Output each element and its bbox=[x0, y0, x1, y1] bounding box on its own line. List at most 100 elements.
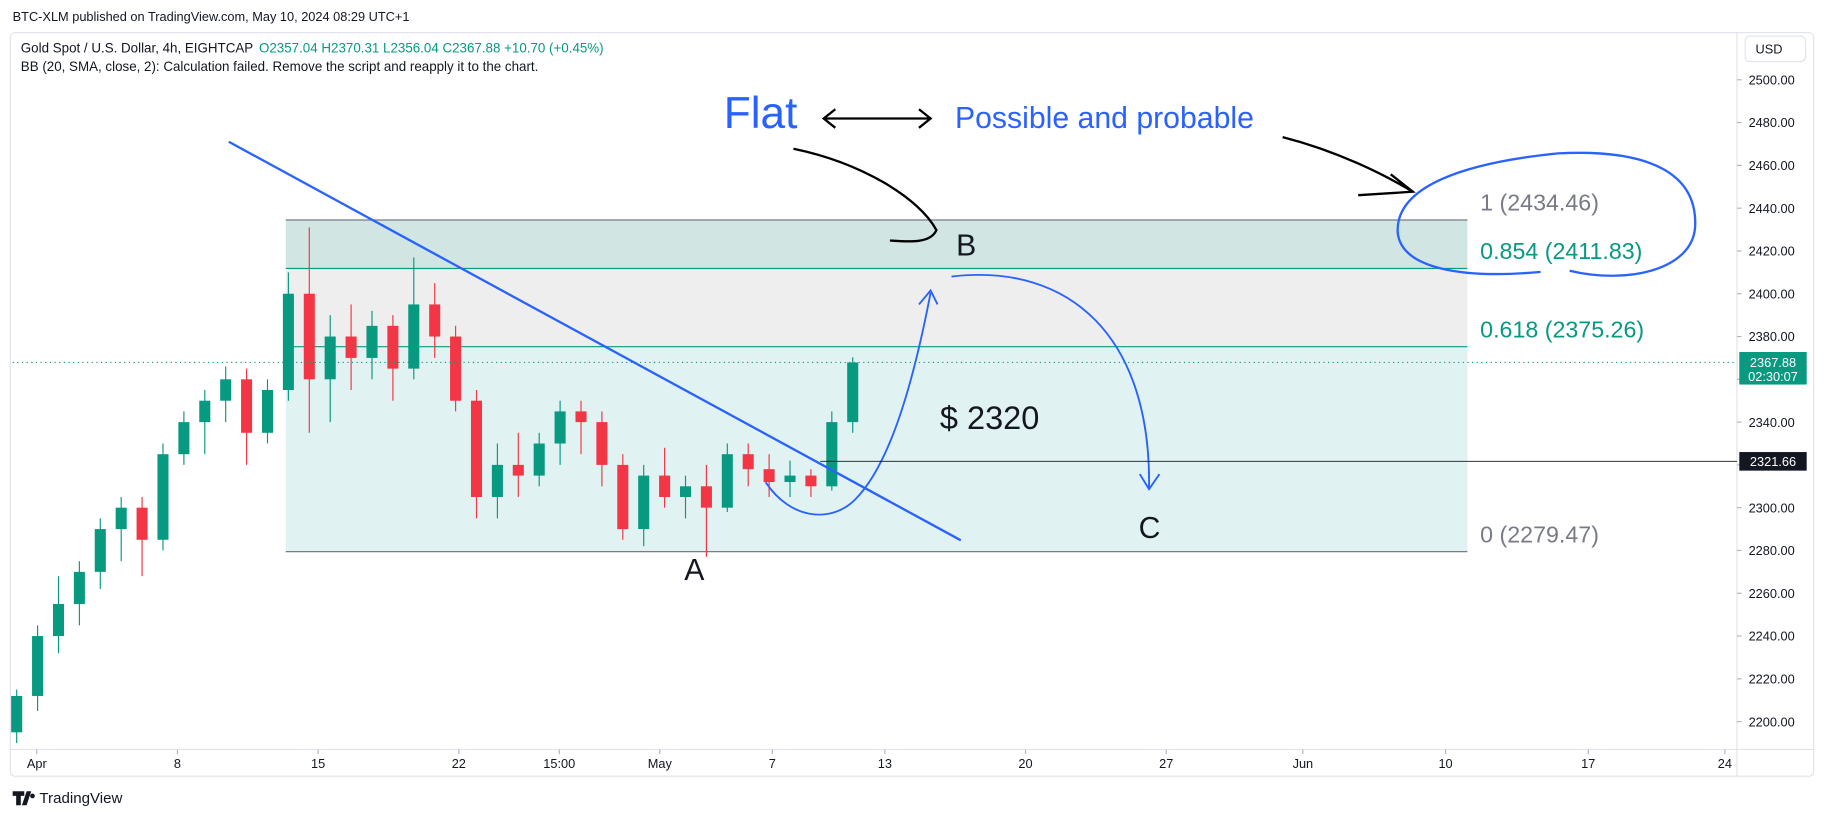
current-price-label: 2367.88 bbox=[1750, 355, 1796, 370]
marked-price-label: 2321.66 bbox=[1750, 454, 1796, 469]
annotation-b: B bbox=[956, 230, 976, 263]
candle-body bbox=[178, 422, 190, 455]
candle-body bbox=[136, 507, 148, 540]
annotation-c: C bbox=[1139, 512, 1161, 545]
candle-body bbox=[512, 464, 524, 476]
fib-zone bbox=[285, 268, 1468, 347]
candle-body bbox=[700, 486, 712, 508]
fib-zone bbox=[285, 220, 1468, 269]
x-tick-label: 22 bbox=[452, 756, 466, 771]
candle-body bbox=[575, 411, 587, 423]
x-tick-label: Jun bbox=[1293, 756, 1314, 771]
y-tick-label: 2420.00 bbox=[1749, 244, 1795, 259]
candle-body bbox=[32, 636, 44, 696]
candle-body bbox=[429, 304, 441, 337]
plot bbox=[11, 227, 859, 744]
y-tick-label: 2500.00 bbox=[1749, 72, 1795, 87]
brand: TradingView bbox=[39, 790, 122, 807]
candle-body bbox=[115, 507, 127, 530]
current-price-box bbox=[1739, 351, 1807, 385]
x-tick-label: 15 bbox=[311, 756, 325, 771]
y-tick-label: 2280.00 bbox=[1749, 543, 1795, 558]
indicator-note: BB (20, SMA, close, 2): Calculation fail… bbox=[21, 59, 539, 74]
candle-body bbox=[763, 469, 775, 483]
x-tick-label: 17 bbox=[1581, 756, 1595, 771]
double-arrow bbox=[821, 108, 933, 129]
symbol: Gold Spot / U.S. Dollar, 4h, EIGHTCAP bbox=[21, 40, 253, 55]
candle-body bbox=[408, 304, 420, 369]
fib-label: 0.618 (2375.26) bbox=[1480, 316, 1644, 342]
x-tick-label: 10 bbox=[1438, 756, 1452, 771]
candle-body bbox=[303, 293, 315, 380]
annotation-target: $ 2320 bbox=[940, 400, 1039, 436]
candle-body bbox=[324, 336, 336, 380]
y-tick-label: 2380.00 bbox=[1749, 329, 1795, 344]
candle-body bbox=[554, 411, 566, 444]
currency-box[interactable] bbox=[1744, 35, 1807, 63]
candle-body bbox=[345, 336, 357, 358]
candle-body bbox=[241, 379, 253, 433]
x-tick-label: 7 bbox=[769, 756, 776, 771]
brand-logo bbox=[12, 791, 35, 806]
pointer-curve bbox=[793, 147, 938, 243]
candle-body bbox=[94, 529, 106, 572]
fib-label: 0.854 (2411.83) bbox=[1480, 238, 1642, 264]
projection-down bbox=[951, 274, 1161, 491]
x-tick-label: 20 bbox=[1018, 756, 1032, 771]
trend-line bbox=[228, 140, 962, 542]
candle-body bbox=[659, 475, 671, 497]
ohlc: O2357.04 H2370.31 L2356.04 C2367.88 +10.… bbox=[259, 40, 604, 55]
fib-label: 1 (2434.46) bbox=[1480, 190, 1599, 216]
pointer-arrow bbox=[1282, 135, 1416, 197]
x-tick-label: May bbox=[648, 756, 673, 771]
highlight-ellipse bbox=[1396, 151, 1697, 277]
candle-body bbox=[491, 464, 503, 497]
y-tick-label: 2440.00 bbox=[1749, 201, 1795, 216]
y-tick-label: 2240.00 bbox=[1749, 629, 1795, 644]
candle-body bbox=[73, 571, 85, 604]
x-tick-label: 15:00 bbox=[543, 756, 575, 771]
candle-body bbox=[617, 464, 629, 530]
fib-zones: 0 (2279.47) 0.618 (2375.26) 0.854 (2411.83… bbox=[285, 190, 1644, 553]
candle-body bbox=[387, 325, 399, 369]
candle-body bbox=[721, 454, 733, 508]
candle-body bbox=[450, 336, 462, 401]
fib-zone bbox=[285, 346, 1468, 552]
candle-body bbox=[52, 603, 65, 637]
candle-body bbox=[805, 475, 817, 487]
chart-frame bbox=[9, 31, 1815, 777]
x-tick-label: 8 bbox=[174, 756, 181, 771]
candle-body bbox=[470, 400, 483, 497]
marked-price-box bbox=[1739, 452, 1807, 471]
candle-body bbox=[679, 486, 692, 497]
x-tick-label: 24 bbox=[1718, 756, 1732, 771]
candle-body bbox=[366, 325, 378, 358]
candle-body bbox=[826, 422, 838, 487]
candle-body bbox=[638, 475, 650, 530]
candle-body bbox=[282, 293, 294, 391]
annotation-flat: Flat bbox=[724, 89, 798, 138]
annotation-probable: Possible and probable bbox=[955, 102, 1254, 135]
x-tick-label: 13 bbox=[878, 756, 892, 771]
annotation-a: A bbox=[684, 554, 705, 587]
published-note: BTC-XLM published on TradingView.com, Ma… bbox=[13, 9, 410, 24]
y-tick-label: 2260.00 bbox=[1749, 586, 1795, 601]
candle-body bbox=[157, 454, 169, 540]
y-tick-label: 2340.00 bbox=[1749, 415, 1795, 430]
candle-body bbox=[847, 362, 859, 423]
countdown: 02:30:07 bbox=[1748, 369, 1798, 384]
y-tick-label: 2220.00 bbox=[1749, 671, 1795, 686]
projection-up bbox=[764, 288, 939, 516]
candle-body bbox=[11, 695, 23, 733]
candle-body bbox=[596, 422, 608, 465]
candle-body bbox=[784, 475, 796, 483]
y-tick-label: 2400.00 bbox=[1749, 286, 1795, 301]
candle-body bbox=[220, 379, 232, 401]
candle-body bbox=[199, 400, 211, 423]
currency: USD bbox=[1756, 41, 1783, 56]
candle-body bbox=[261, 390, 274, 433]
x-tick-label: Apr bbox=[27, 756, 48, 771]
y-tick-label: 2200.00 bbox=[1749, 714, 1795, 729]
